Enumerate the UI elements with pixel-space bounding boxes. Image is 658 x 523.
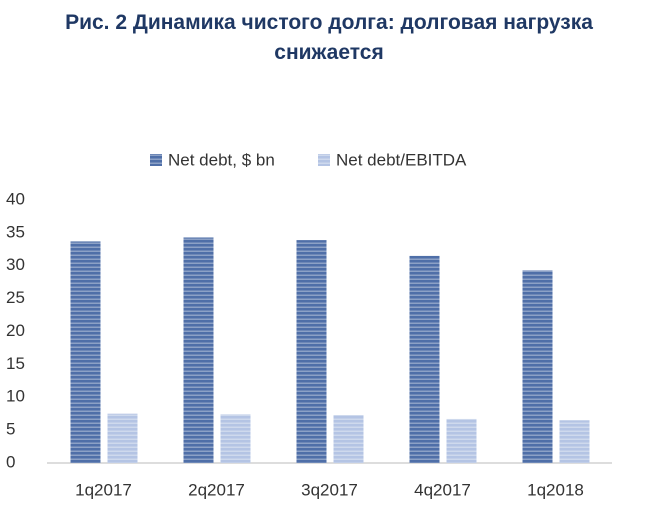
bar <box>333 415 364 463</box>
y-tick-label: 20 <box>6 321 25 340</box>
legend-swatch <box>150 154 162 166</box>
bar <box>409 255 440 463</box>
bar <box>183 237 214 463</box>
bar <box>446 418 477 463</box>
y-tick-label: 35 <box>6 222 25 241</box>
legend-swatch <box>318 154 330 166</box>
bar <box>220 414 251 463</box>
x-tick-label: 1q2018 <box>527 480 584 499</box>
bar <box>559 420 590 463</box>
x-tick-label: 4q2017 <box>414 480 471 499</box>
y-tick-label: 15 <box>6 354 25 373</box>
chart-title: Рис. 2 Динамика чистого долга: долговая … <box>65 11 593 64</box>
y-tick-label: 10 <box>6 387 25 406</box>
x-tick-label: 3q2017 <box>301 480 358 499</box>
x-tick-label: 2q2017 <box>188 480 245 499</box>
y-tick-label: 5 <box>6 420 15 439</box>
bar <box>70 241 101 463</box>
y-tick-label: 25 <box>6 288 25 307</box>
legend-label: Net debt, $ bn <box>168 150 275 169</box>
x-tick-label: 1q2017 <box>75 480 132 499</box>
y-tick-label: 0 <box>6 452 15 471</box>
bar <box>296 240 327 463</box>
bar <box>107 413 138 463</box>
bar <box>522 270 553 463</box>
y-tick-label: 40 <box>6 189 25 208</box>
legend-label: Net debt/EBITDA <box>336 150 467 169</box>
y-tick-label: 30 <box>6 255 25 274</box>
